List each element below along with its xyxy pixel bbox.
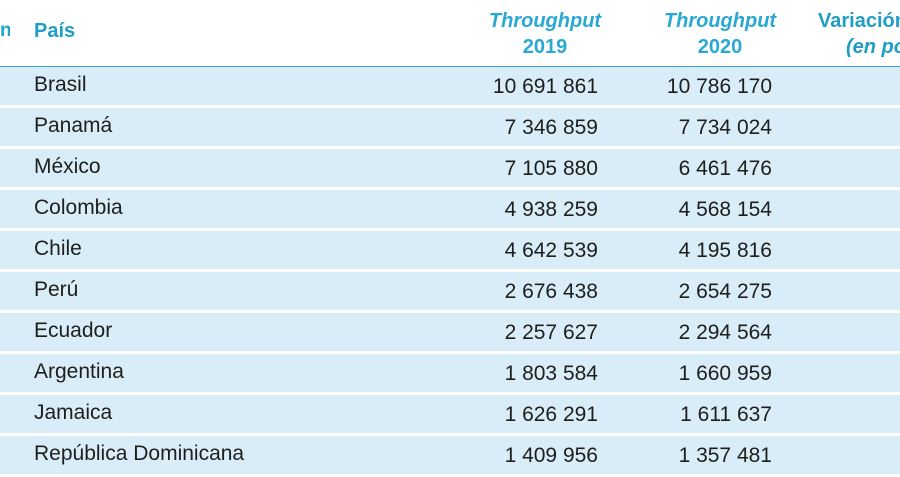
cell-throughput-2020: 10 786 170 <box>666 75 772 98</box>
cell-throughput-2019: 2 257 627 <box>504 321 598 344</box>
cell-throughput-2020: 6 461 476 <box>678 157 772 180</box>
header-throughput-2019-line2: 2019 <box>522 36 568 58</box>
cell-country: Chile <box>34 237 82 260</box>
cell-country: Panamá <box>34 114 113 137</box>
cell-throughput-2019: 7 105 880 <box>504 157 598 180</box>
table-row: Panamá 7 346 859 7 734 024 <box>0 108 900 149</box>
table-row: Argentina 1 803 584 1 660 959 <box>0 354 900 395</box>
cell-throughput-2019: 1 803 584 <box>504 362 598 385</box>
table-body: Brasil 10 691 861 10 786 170 Panamá 7 34… <box>0 67 900 477</box>
cell-country: Ecuador <box>34 319 113 342</box>
table-row: Brasil 10 691 861 10 786 170 <box>0 67 900 108</box>
cell-throughput-2019: 4 938 259 <box>504 198 598 221</box>
table-row: Jamaica 1 626 291 1 611 637 <box>0 395 900 436</box>
cell-throughput-2019: 1 626 291 <box>504 403 598 426</box>
cell-country: México <box>34 155 101 178</box>
cell-throughput-2019: 1 409 956 <box>504 444 598 467</box>
cell-throughput-2020: 2 654 275 <box>678 280 772 303</box>
header-throughput-2019: Throughput 2019 <box>460 8 630 60</box>
cell-throughput-2019: 2 676 438 <box>504 280 598 303</box>
header-throughput-2020-line1: Throughput <box>663 10 777 32</box>
cell-throughput-2019: 10 691 861 <box>492 75 598 98</box>
table-row: Perú 2 676 438 2 654 275 <box>0 272 900 313</box>
cell-throughput-2020: 2 294 564 <box>678 321 772 344</box>
cell-throughput-2020: 4 195 816 <box>678 239 772 262</box>
header-throughput-2019-line1: Throughput <box>488 10 602 32</box>
cell-country: Brasil <box>34 73 87 96</box>
header-variation-line2: (en po <box>846 36 900 58</box>
table-row: Ecuador 2 257 627 2 294 564 <box>0 313 900 354</box>
table-row: Colombia 4 938 259 4 568 154 <box>0 190 900 231</box>
cell-throughput-2019: 4 642 539 <box>504 239 598 262</box>
cell-throughput-2020: 1 357 481 <box>678 444 772 467</box>
cell-country: República Dominicana <box>34 442 245 465</box>
cell-throughput-2020: 1 611 637 <box>680 403 772 426</box>
header-variation-line1: Variación <box>818 10 900 32</box>
table-row: Chile 4 642 539 4 195 816 <box>0 231 900 272</box>
header-throughput-2020: Throughput 2020 <box>635 8 805 60</box>
table-row: México 7 105 880 6 461 476 <box>0 149 900 190</box>
cell-throughput-2019: 7 346 859 <box>504 116 598 139</box>
table-header: n País Throughput 2019 Throughput 2020 V… <box>0 0 900 68</box>
cell-country: Argentina <box>34 360 124 383</box>
cell-country: Jamaica <box>34 401 113 424</box>
header-left-fragment: n <box>0 20 10 41</box>
header-variation: Variación (en po <box>818 8 900 60</box>
cell-country: Perú <box>34 278 79 301</box>
cell-throughput-2020: 1 660 959 <box>678 362 772 385</box>
cell-throughput-2020: 4 568 154 <box>678 198 772 221</box>
header-throughput-2020-line2: 2020 <box>697 36 743 58</box>
cell-throughput-2020: 7 734 024 <box>678 116 772 139</box>
header-country: País <box>34 20 76 42</box>
cell-country: Colombia <box>34 196 123 219</box>
